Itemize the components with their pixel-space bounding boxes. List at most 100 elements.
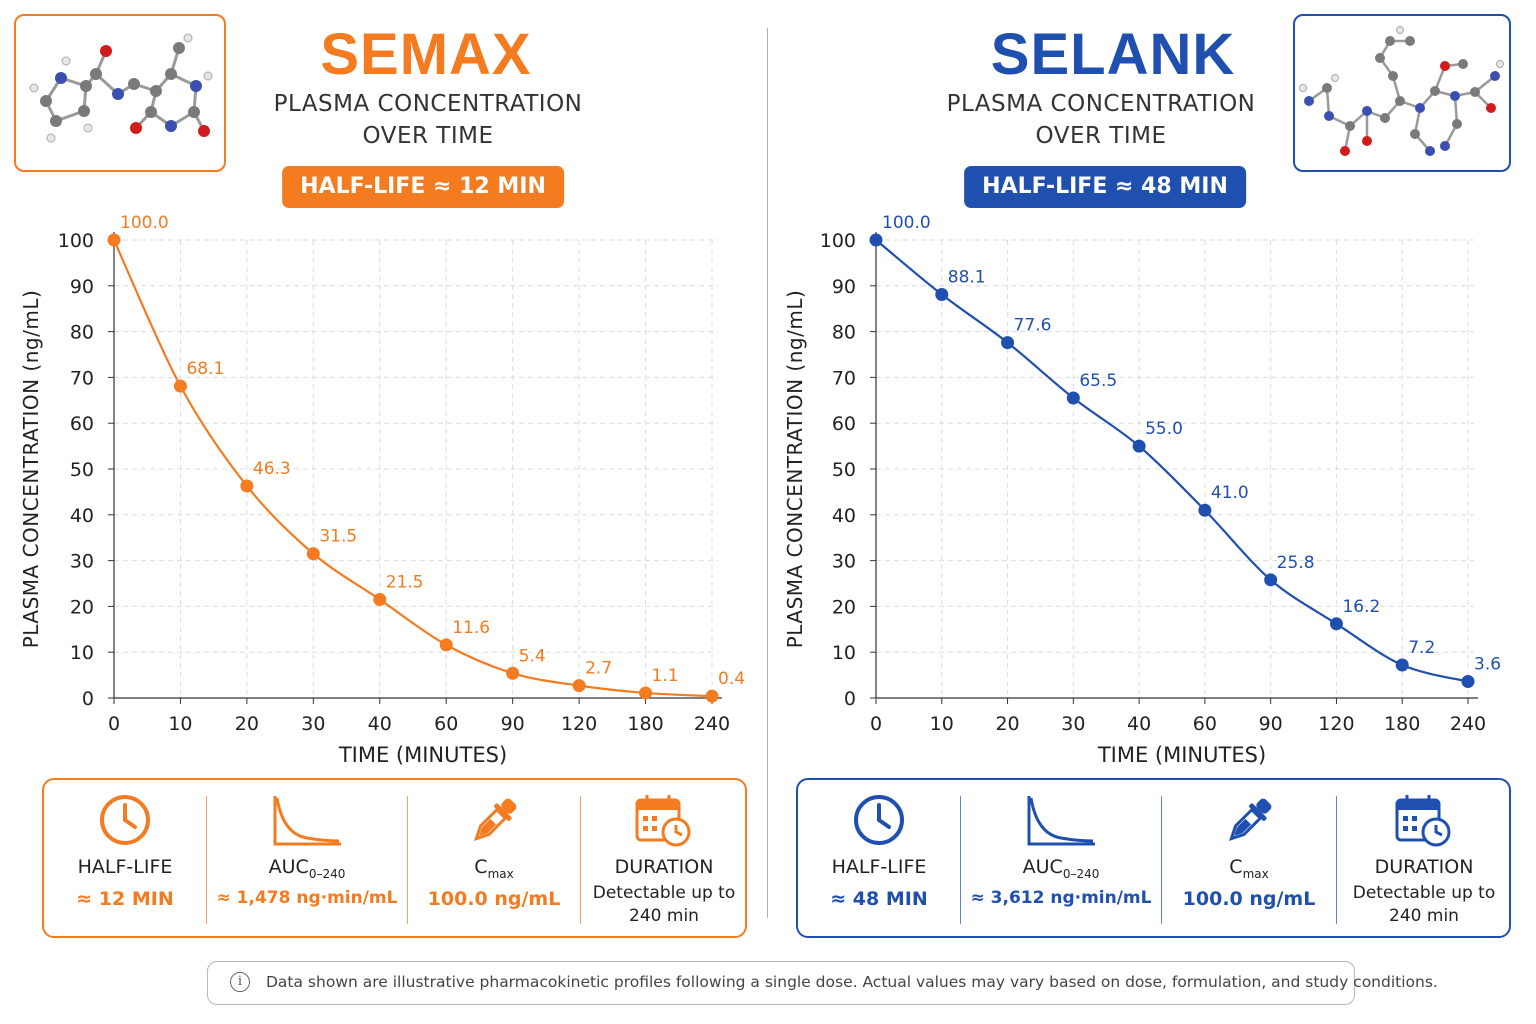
semax-y-axis-label: PLASMA CONCENTRATION (ng/mL) <box>19 290 43 649</box>
semax-chart: 0 10 20 30 40 50 60 70 80 90 100 0 10 20 30 40 60 90 120 18… <box>19 213 745 767</box>
selank-xtick-label: 120 <box>1318 713 1354 735</box>
selank-ytick-label: 40 <box>832 505 856 527</box>
stat-divider <box>580 796 581 924</box>
semax-xtick-label: 20 <box>235 713 259 735</box>
clock-icon <box>100 795 150 845</box>
semax-stat-cmax: Cmax 100.0 ng/mL <box>408 780 580 940</box>
semax-data-label: 21.5 <box>386 573 424 593</box>
selank-y-axis-label: PLASMA CONCENTRATION (ng/mL) <box>783 290 807 649</box>
selank-ytick-label: 30 <box>832 551 856 573</box>
semax-duration-value: Detectable up to 240 min <box>581 882 747 928</box>
semax-data-point <box>639 686 653 700</box>
selank-cmax-label: Cmax <box>1162 856 1336 881</box>
semax-data-point <box>506 666 520 680</box>
selank-data-label: 3.6 <box>1474 655 1501 675</box>
semax-cmax-label: Cmax <box>408 856 580 881</box>
semax-xtick-label: 60 <box>434 713 458 735</box>
semax-data-label: 31.5 <box>319 527 357 547</box>
semax-ytick-label: 40 <box>70 505 94 527</box>
selank-data-label: 88.1 <box>948 268 986 288</box>
selank-data-point <box>1329 617 1343 631</box>
semax-duration-line2: 240 min <box>629 906 699 926</box>
selank-data-label: 55.0 <box>1145 419 1183 439</box>
selank-data-point <box>1264 573 1278 587</box>
selank-duration-line2: 240 min <box>1389 906 1459 926</box>
selank-data-label: 65.5 <box>1079 371 1117 391</box>
semax-ytick-label: 90 <box>70 276 94 298</box>
semax-xtick-label: 10 <box>168 713 192 735</box>
selank-data-label: 77.6 <box>1014 316 1052 336</box>
selank-molecule-image <box>1293 14 1511 172</box>
selank-xtick-label: 10 <box>930 713 954 735</box>
clock-icon <box>854 795 904 845</box>
semax-panel: SEMAX PLASMA CONCENTRATION OVER TIME HAL… <box>0 0 768 960</box>
selank-auc-sub: 0–240 <box>1062 866 1100 881</box>
selank-xtick-label: 0 <box>870 713 882 735</box>
semax-data-label: 68.1 <box>186 359 224 379</box>
semax-data-point <box>705 689 719 703</box>
selank-cmax-value: 100.0 ng/mL <box>1182 888 1316 910</box>
selank-cmax-sub: max <box>1242 866 1269 881</box>
selank-stats-box: HALF-LIFE ≈ 48 MIN AUC0–240 ≈ 3,612 ng·m… <box>796 778 1511 938</box>
calendar-clock-icon <box>635 795 691 847</box>
selank-title: SELANK <box>990 22 1236 87</box>
selank-duration-value: Detectable up to 240 min <box>1337 882 1511 928</box>
selank-ytick-label: 90 <box>832 276 856 298</box>
semax-subtitle-line1: PLASMA CONCENTRATION <box>273 91 583 117</box>
selank-data-point <box>1001 336 1015 350</box>
stat-divider <box>1161 796 1162 924</box>
semax-xtick-label: 240 <box>694 713 730 735</box>
semax-cmax-value: 100.0 ng/mL <box>427 888 561 910</box>
selank-half-life-label: HALF-LIFE <box>831 856 927 878</box>
selank-stat-auc: AUC0–240 ≈ 3,612 ng·min/mL <box>961 780 1161 940</box>
selank-stat-duration: DURATION Detectable up to 240 min <box>1337 780 1511 940</box>
semax-half-life-badge: HALF-LIFE ≈ 12 MIN <box>282 166 564 208</box>
semax-data-label: 5.4 <box>519 646 546 666</box>
selank-data-point <box>1395 658 1409 672</box>
selank-ytick-label: 100 <box>820 230 856 252</box>
semax-stat-auc: AUC0–240 ≈ 1,478 ng·min/mL <box>207 780 407 940</box>
selank-auc-value: ≈ 3,612 ng·min/mL <box>970 888 1152 908</box>
stat-divider <box>407 796 408 924</box>
selank-data-label: 25.8 <box>1277 553 1315 573</box>
semax-ytick-label: 10 <box>70 642 94 664</box>
selank-duration-label: DURATION <box>1374 856 1474 878</box>
selank-data-label: 7.2 <box>1408 638 1435 658</box>
selank-data-point <box>935 288 949 302</box>
semax-ytick-label: 100 <box>58 230 94 252</box>
semax-ytick-label: 60 <box>70 413 94 435</box>
selank-xtick-label: 60 <box>1193 713 1217 735</box>
selank-cmax-label-text: C <box>1229 856 1243 878</box>
selank-data-point <box>1198 503 1212 517</box>
selank-data-label: 100.0 <box>882 213 931 233</box>
selank-duration-line1: Detectable up to <box>1352 883 1496 903</box>
selank-data-label: 41.0 <box>1211 483 1249 503</box>
selank-chart: 0 10 20 30 40 50 60 70 80 90 100 0 10 20 30 40 60 90 120 18… <box>783 213 1501 767</box>
selank-xtick-label: 30 <box>1061 713 1085 735</box>
semax-data-point <box>240 479 254 493</box>
selank-ytick-label: 0 <box>844 688 856 710</box>
panel-divider <box>767 28 768 918</box>
semax-ytick-label: 50 <box>70 459 94 481</box>
semax-data-label: 1.1 <box>652 666 679 686</box>
semax-ytick-label: 30 <box>70 551 94 573</box>
selank-subtitle-line2: OVER TIME <box>1035 123 1167 149</box>
semax-data-point <box>107 233 121 247</box>
selank-ytick-label: 10 <box>832 642 856 664</box>
semax-data-point <box>173 379 187 393</box>
semax-series-line <box>112 239 713 698</box>
selank-ytick-label: 60 <box>832 413 856 435</box>
semax-data-point <box>306 547 320 561</box>
selank-series-line <box>875 239 1469 683</box>
selank-xtick-label: 180 <box>1384 713 1420 735</box>
selank-molecule-icon <box>1299 26 1504 156</box>
semax-xtick-label: 180 <box>627 713 663 735</box>
selank-xtick-label: 20 <box>995 713 1019 735</box>
semax-molecule-icon <box>29 33 213 143</box>
semax-half-life-label: HALF-LIFE <box>77 856 173 878</box>
selank-xtick-label: 90 <box>1259 713 1283 735</box>
selank-data-point <box>869 233 883 247</box>
semax-xtick-label: 90 <box>501 713 525 735</box>
stat-divider <box>960 796 961 924</box>
semax-xtick-label: 40 <box>368 713 392 735</box>
